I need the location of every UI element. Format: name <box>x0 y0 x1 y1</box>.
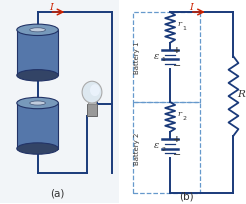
Text: ε: ε <box>154 140 160 149</box>
Ellipse shape <box>17 143 58 154</box>
Text: r: r <box>177 20 181 28</box>
Ellipse shape <box>17 25 58 36</box>
Text: 1: 1 <box>161 57 165 62</box>
Bar <box>17 103 58 149</box>
Text: (a): (a) <box>50 188 64 198</box>
Bar <box>88 99 96 104</box>
Text: r: r <box>177 109 181 117</box>
Bar <box>87 104 97 116</box>
Text: 2: 2 <box>161 146 165 151</box>
Text: I: I <box>189 3 193 12</box>
Text: −: − <box>173 61 181 71</box>
Bar <box>17 31 58 76</box>
Text: −: − <box>173 150 181 160</box>
Text: (b): (b) <box>179 191 193 201</box>
Ellipse shape <box>90 85 100 97</box>
Ellipse shape <box>30 29 46 33</box>
Bar <box>0 1 119 203</box>
Text: +: + <box>173 134 181 143</box>
Text: I: I <box>49 3 53 12</box>
Text: Battery 2: Battery 2 <box>134 132 139 164</box>
Ellipse shape <box>17 98 58 109</box>
Text: +: + <box>173 45 181 54</box>
Text: 2: 2 <box>182 115 186 120</box>
Text: 1: 1 <box>182 26 186 31</box>
Text: ε: ε <box>154 51 160 60</box>
Ellipse shape <box>17 70 58 82</box>
Bar <box>133 13 200 103</box>
Text: R: R <box>237 90 245 99</box>
Ellipse shape <box>82 82 102 103</box>
Text: Battery 1: Battery 1 <box>134 42 139 74</box>
Bar <box>133 103 200 193</box>
Ellipse shape <box>30 101 46 105</box>
